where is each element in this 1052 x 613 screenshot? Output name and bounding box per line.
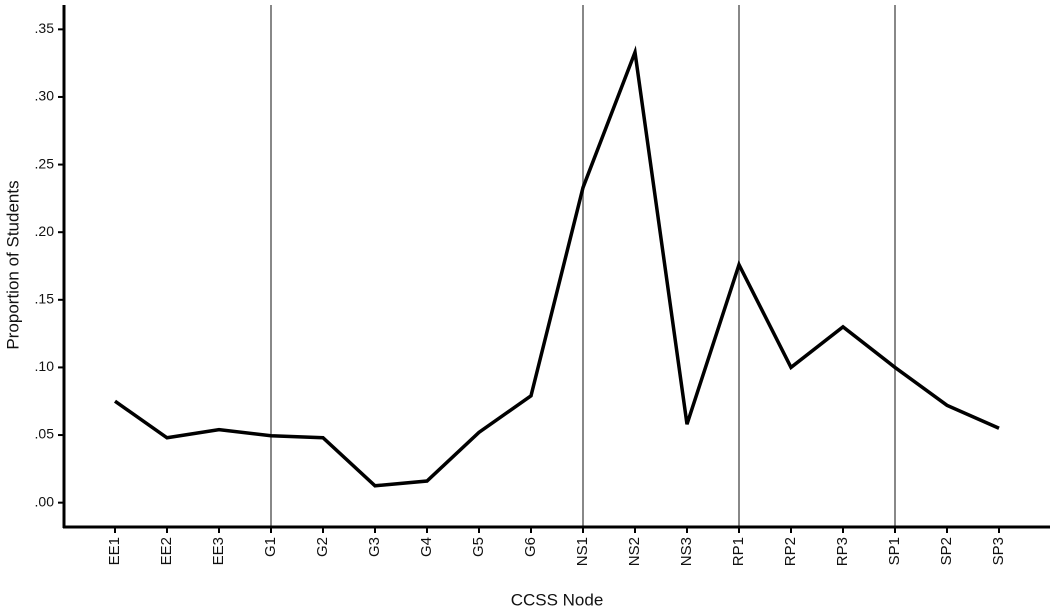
x-tick-label: EE2 bbox=[158, 537, 175, 565]
x-tick-label: NS3 bbox=[678, 537, 695, 566]
y-tick-label: .35 bbox=[35, 20, 55, 36]
x-tick-label: NS2 bbox=[626, 537, 643, 566]
x-tick-label: G1 bbox=[262, 537, 279, 557]
x-tick-label: NS1 bbox=[574, 537, 591, 566]
x-tick-label: EE1 bbox=[106, 537, 123, 565]
y-tick-label: .00 bbox=[35, 493, 55, 509]
x-tick-label: G4 bbox=[418, 537, 435, 557]
y-axis-title: Proportion of Students bbox=[3, 180, 22, 349]
x-tick-label: SP3 bbox=[990, 537, 1007, 565]
x-tick-label: G5 bbox=[470, 537, 487, 557]
y-tick-label: .30 bbox=[35, 88, 55, 104]
x-tick-label: SP2 bbox=[938, 537, 955, 565]
x-tick-label: RP3 bbox=[834, 537, 851, 566]
y-tick-label: .10 bbox=[35, 358, 55, 374]
x-tick-label: G3 bbox=[366, 537, 383, 557]
x-tick-label: SP1 bbox=[886, 537, 903, 565]
x-axis-title: CCSS Node bbox=[511, 590, 604, 609]
y-tick-label: .05 bbox=[35, 426, 55, 442]
y-tick-label: .25 bbox=[35, 155, 55, 171]
x-tick-label: G2 bbox=[314, 537, 331, 557]
x-tick-label: RP2 bbox=[782, 537, 799, 566]
x-tick-label: G6 bbox=[522, 537, 539, 557]
y-tick-label: .20 bbox=[35, 223, 55, 239]
y-tick-label: .15 bbox=[35, 291, 55, 307]
x-tick-label: RP1 bbox=[730, 537, 747, 566]
data-line bbox=[113, 45, 1000, 488]
x-tick-label: EE3 bbox=[210, 537, 227, 565]
